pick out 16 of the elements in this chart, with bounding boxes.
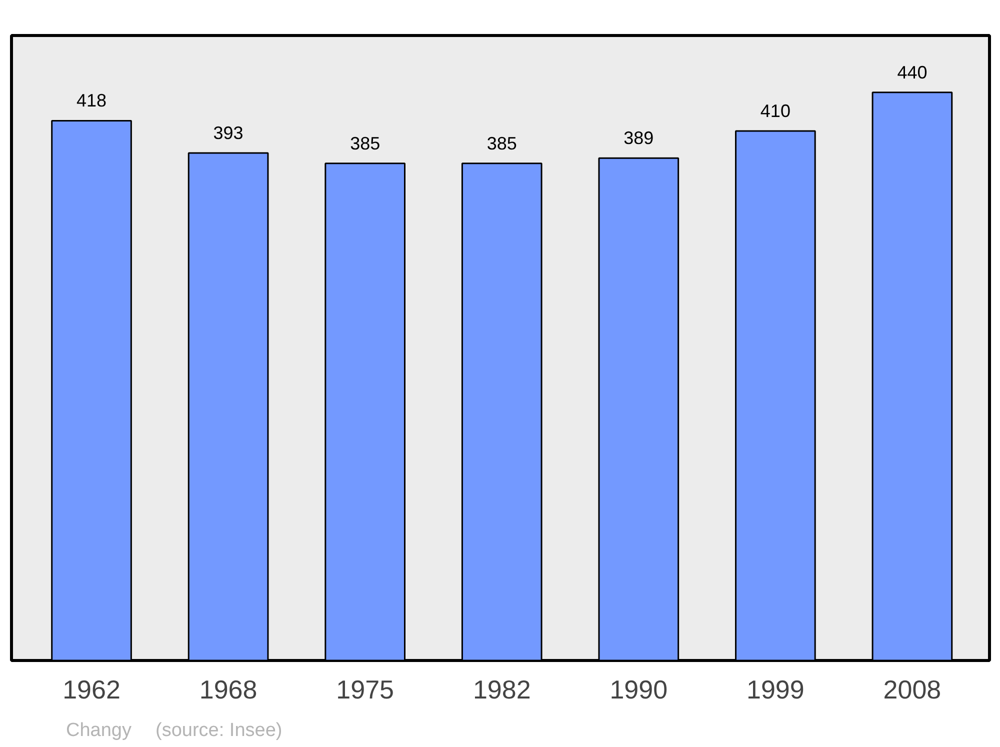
data-label: 389 (624, 128, 654, 148)
data-label: 385 (486, 133, 517, 154)
x-tick-label: 1975 (336, 674, 394, 704)
data-label: 393 (213, 123, 244, 144)
x-tick-label: 1982 (472, 674, 531, 704)
x-tick-label: 1962 (62, 674, 120, 704)
x-tick-label: 1990 (610, 674, 668, 704)
x-tick-label: 2008 (883, 674, 942, 704)
text: Changy (66, 720, 132, 741)
data-label: 410 (760, 101, 790, 122)
data-label: 418 (76, 90, 107, 111)
data-label: 385 (350, 133, 380, 154)
data-label: 440 (897, 62, 928, 82)
x-tick-label: 1999 (746, 674, 804, 704)
text: (source: Insee) (156, 720, 282, 741)
x-tick-label: 1968 (199, 674, 258, 704)
